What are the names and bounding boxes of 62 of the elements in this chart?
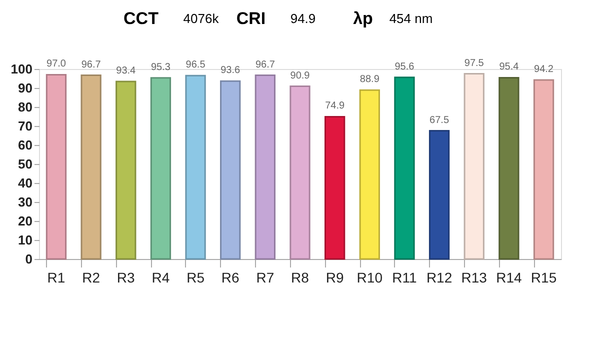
x-tick-label: R2: [82, 270, 100, 286]
bar: [324, 116, 346, 260]
data-label: 93.6: [220, 65, 241, 76]
y-tick-label: 50: [18, 156, 32, 172]
data-label: 94.2: [534, 64, 554, 76]
y-tick-label: 40: [18, 176, 32, 190]
x-tick-label: R4: [152, 270, 170, 286]
bar: [359, 89, 380, 260]
x-tick-label: R11: [392, 270, 417, 286]
data-label: 96.7: [255, 59, 276, 70]
x-tick-label: R3: [116, 270, 136, 286]
bar: [394, 76, 415, 260]
data-label: 88.9: [360, 74, 380, 86]
x-tick-label: R8: [291, 270, 310, 286]
data-label: 74.9: [325, 100, 345, 112]
x-tick-label: R15: [530, 270, 557, 286]
y-tick-label: 60: [18, 138, 32, 152]
bar: [150, 77, 172, 260]
y-tick-label: 30: [18, 194, 32, 210]
x-tick-label: R6: [221, 270, 240, 286]
data-label: 95.3: [150, 62, 171, 73]
y-tick-label: 100: [10, 62, 32, 76]
y-tick-label: 90: [18, 80, 32, 96]
y-tick-label: 20: [18, 214, 32, 228]
x-tick-label: R13: [461, 270, 488, 286]
x-tick-label: R10: [356, 270, 383, 286]
data-label: 90.9: [290, 70, 310, 82]
x-tick-label: R12: [426, 270, 452, 286]
data-label: 97.5: [464, 58, 484, 69]
data-label: 67.5: [430, 114, 450, 126]
bar: [290, 86, 310, 260]
x-tick-label: R1: [47, 270, 66, 286]
bar: [185, 74, 206, 260]
bar: [220, 80, 241, 260]
x-tick-label: R9: [326, 270, 344, 286]
bar: [46, 74, 67, 260]
bar: [254, 74, 276, 260]
text: CRI: [236, 9, 266, 28]
y-tick-label: 0: [25, 252, 32, 266]
bar: [116, 80, 136, 260]
x-tick-label: R5: [186, 270, 205, 286]
data-label: 93.4: [116, 66, 136, 77]
data-label: 97.0: [46, 58, 66, 70]
bar: [428, 130, 450, 260]
bar: [533, 79, 554, 260]
x-tick-label: R14: [496, 270, 522, 286]
bar: [80, 74, 102, 260]
bar: [464, 73, 484, 260]
text: λp: [353, 9, 373, 28]
y-tick-label: 70: [18, 118, 32, 134]
x-tick-label: R7: [256, 270, 274, 286]
data-label: 96.7: [81, 59, 102, 70]
data-label: 95.4: [499, 62, 520, 73]
y-tick-label: 10: [18, 232, 32, 248]
data-label: 96.5: [186, 60, 206, 71]
text: 454 nm: [389, 11, 433, 26]
text: 4076k: [183, 11, 220, 26]
text: 94.9: [290, 11, 316, 26]
bar: [498, 76, 520, 260]
text: CCT: [124, 9, 160, 28]
y-tick-label: 80: [18, 100, 32, 114]
data-label: 95.6: [394, 61, 415, 72]
